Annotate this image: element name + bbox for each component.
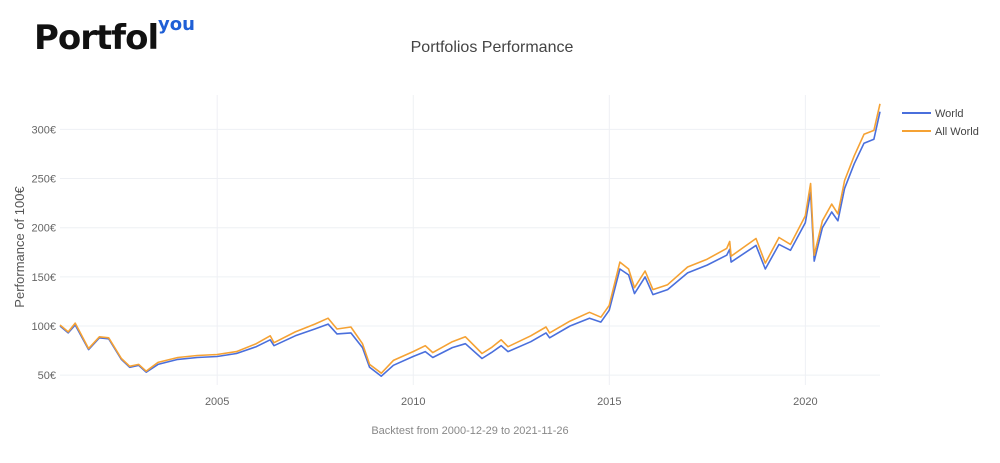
series-line-world: [59, 111, 881, 377]
x-tick-label: 2010: [401, 396, 425, 408]
x-axis-ticks: 2005 2010 2015 2020: [205, 396, 818, 408]
logo-wordmark: Portfol: [34, 18, 159, 58]
x-tick-label: 2015: [597, 396, 621, 408]
y-tick-label: 50€: [38, 370, 56, 382]
legend-item-all-world[interactable]: All World: [902, 126, 979, 138]
y-tick-label: 100€: [32, 321, 56, 333]
y-axis-ticks: 50€ 100€ 150€ 200€ 250€ 300€: [32, 124, 56, 382]
legend[interactable]: World All World: [902, 108, 979, 138]
legend-label-all-world: All World: [935, 126, 979, 138]
chart-title: Portfolios Performance: [411, 39, 574, 56]
y-axis-label: Performance of 100€: [12, 186, 27, 308]
logo-superscript: you: [158, 14, 195, 35]
y-tick-label: 200€: [32, 223, 56, 235]
series-line-all-world: [59, 103, 881, 374]
x-tick-label: 2020: [793, 396, 817, 408]
y-tick-label: 150€: [32, 272, 56, 284]
legend-item-world[interactable]: World: [902, 108, 964, 120]
series-lines: [59, 103, 881, 377]
grid-lines: [60, 95, 880, 385]
x-axis-label: Backtest from 2000-12-29 to 2021-11-26: [371, 425, 568, 437]
y-tick-label: 250€: [32, 174, 56, 186]
x-tick-label: 2005: [205, 396, 229, 408]
legend-label-world: World: [935, 108, 964, 120]
y-tick-label: 300€: [32, 124, 56, 136]
